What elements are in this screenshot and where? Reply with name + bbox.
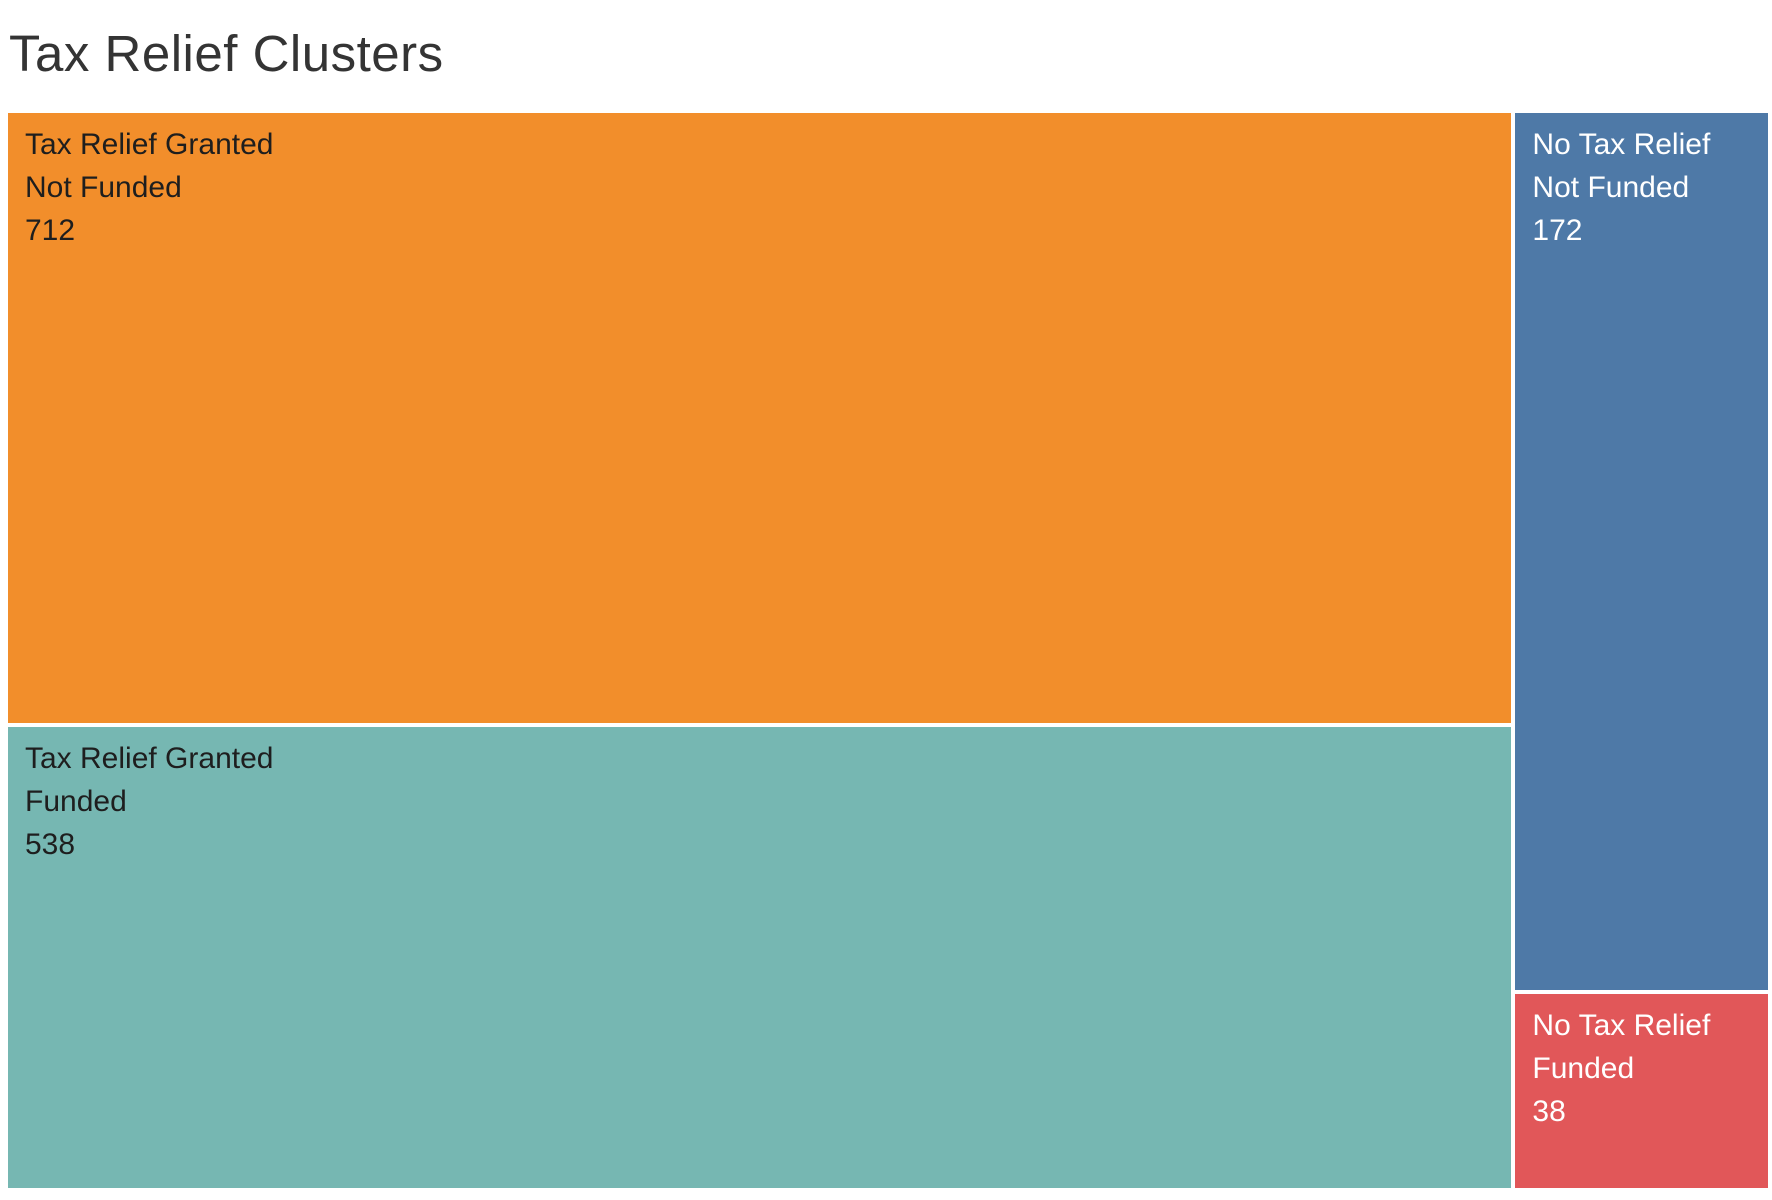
node-category-label: No Tax Relief	[1532, 1009, 1711, 1043]
node-value-label: 538	[25, 828, 76, 862]
treemap-node-tax-relief-granted-funded[interactable]: Tax Relief Granted Funded 538	[8, 727, 1512, 1188]
node-subcategory-label: Not Funded	[1532, 171, 1690, 204]
node-category-label: Tax Relief Granted	[25, 742, 274, 776]
node-subcategory-label: Funded	[25, 785, 127, 819]
treemap-node-tax-relief-granted-not-funded[interactable]: Tax Relief Granted Not Funded 712	[8, 113, 1512, 724]
treemap: Tax Relief Granted Not Funded 712 Tax Re…	[8, 113, 1768, 1188]
node-value-label: 172	[1532, 214, 1583, 247]
node-subcategory-label: Not Funded	[25, 171, 182, 204]
node-category-label: Tax Relief Granted	[25, 128, 274, 161]
node-category-label: No Tax Relief	[1532, 128, 1711, 161]
node-value-label: 38	[1532, 1095, 1566, 1129]
treemap-node-no-tax-relief-funded[interactable]: No Tax Relief Funded 38	[1515, 994, 1768, 1188]
treemap-node-no-tax-relief-not-funded[interactable]: No Tax Relief Not Funded 172	[1515, 113, 1768, 991]
chart-title: Tax Relief Clusters	[9, 25, 444, 82]
node-value-label: 712	[25, 214, 76, 247]
node-subcategory-label: Funded	[1532, 1052, 1635, 1086]
